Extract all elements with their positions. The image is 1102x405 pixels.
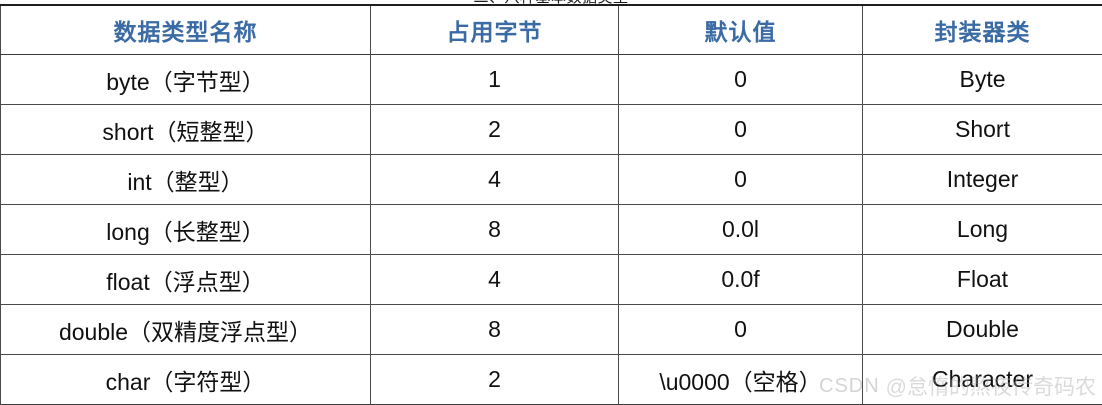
table-row: byte（字节型） 1 0 Byte <box>0 54 1102 105</box>
cell-bytes: 2 <box>370 354 619 405</box>
cell-wrapper-class: Float <box>862 254 1102 305</box>
cell-default-value: 0 <box>618 154 863 205</box>
cell-default-value: \u0000（空格） <box>618 354 863 405</box>
clipped-caption-text: 二、八种基本数据类型 <box>473 0 628 5</box>
cell-bytes: 2 <box>370 104 619 155</box>
cell-wrapper-class: Integer <box>862 154 1102 205</box>
cell-bytes: 4 <box>370 254 619 305</box>
column-header-wrapper-class: 封装器类 <box>862 4 1102 55</box>
cell-bytes: 8 <box>370 204 619 255</box>
cell-bytes: 1 <box>370 54 619 105</box>
cell-type-name: byte（字节型） <box>0 54 371 105</box>
table-row: short（短整型） 2 0 Short <box>0 104 1102 155</box>
cell-default-value: 0.0f <box>618 254 863 305</box>
table-row: double（双精度浮点型） 8 0 Double <box>0 304 1102 355</box>
cell-wrapper-class: Byte <box>862 54 1102 105</box>
table-row: int（整型） 4 0 Integer <box>0 154 1102 205</box>
cell-type-name: int（整型） <box>0 154 371 205</box>
column-header-bytes: 占用字节 <box>370 4 619 55</box>
cell-type-name: float（浮点型） <box>0 254 371 305</box>
cell-type-name: long（长整型） <box>0 204 371 255</box>
cell-wrapper-class: Long <box>862 204 1102 255</box>
cell-type-name: char（字符型） <box>0 354 371 405</box>
table-row: float（浮点型） 4 0.0f Float <box>0 254 1102 305</box>
table-row: long（长整型） 8 0.0l Long <box>0 204 1102 255</box>
cell-type-name: short（短整型） <box>0 104 371 155</box>
cell-bytes: 8 <box>370 304 619 355</box>
cell-default-value: 0.0l <box>618 204 863 255</box>
data-types-table: 数据类型名称 占用字节 默认值 封装器类 byte（字节型） 1 0 Byte … <box>0 4 1102 405</box>
cell-default-value: 0 <box>618 304 863 355</box>
cell-wrapper-class: Short <box>862 104 1102 155</box>
table-row: char（字符型） 2 \u0000（空格） Character <box>0 354 1102 405</box>
table-header-row: 数据类型名称 占用字节 默认值 封装器类 <box>0 4 1102 55</box>
cell-default-value: 0 <box>618 104 863 155</box>
clipped-caption: 二、八种基本数据类型 <box>0 0 1102 5</box>
column-header-default-value: 默认值 <box>618 4 863 55</box>
cell-bytes: 4 <box>370 154 619 205</box>
table-body: byte（字节型） 1 0 Byte short（短整型） 2 0 Short … <box>0 54 1102 405</box>
cell-type-name: double（双精度浮点型） <box>0 304 371 355</box>
cell-wrapper-class: Character <box>862 354 1102 405</box>
table-header: 数据类型名称 占用字节 默认值 封装器类 <box>0 4 1102 55</box>
column-header-type-name: 数据类型名称 <box>0 4 371 55</box>
cell-default-value: 0 <box>618 54 863 105</box>
cell-wrapper-class: Double <box>862 304 1102 355</box>
